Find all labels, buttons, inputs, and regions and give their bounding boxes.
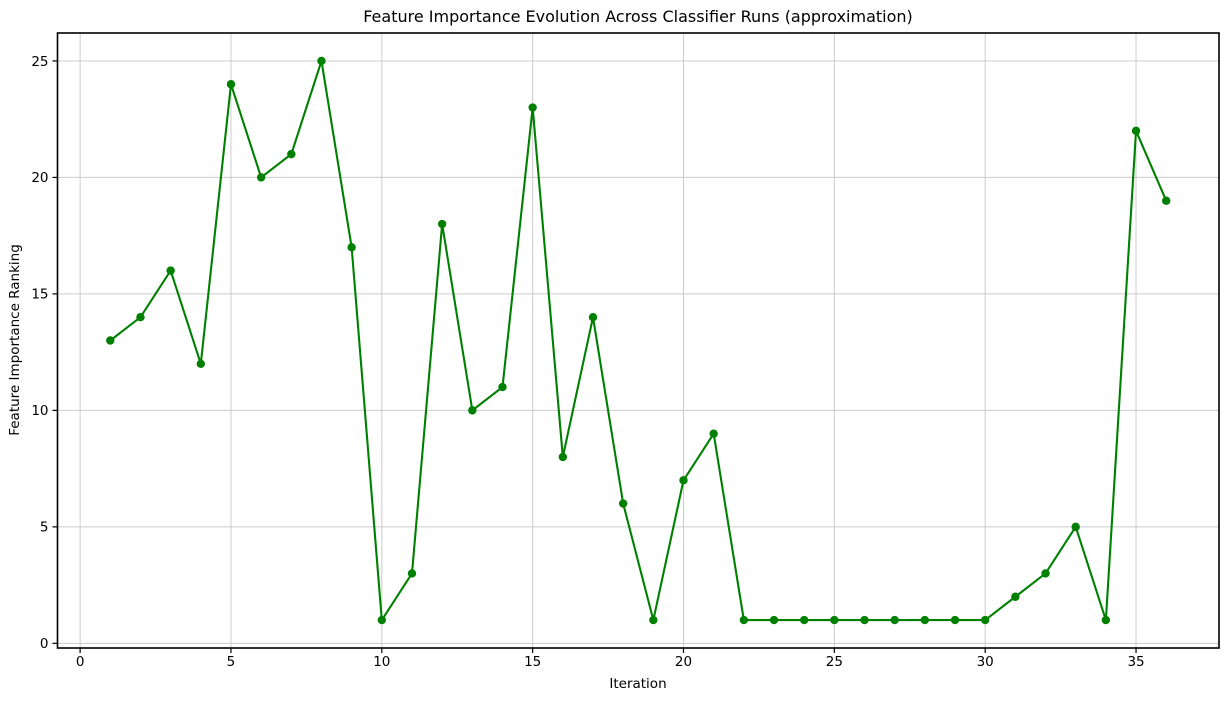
data-point [106, 336, 115, 345]
data-point [709, 429, 718, 438]
x-axis-label: Iteration [609, 676, 667, 692]
data-point [618, 499, 628, 508]
x-tick-label: 35 [1127, 654, 1144, 670]
x-tick-label: 10 [373, 654, 390, 670]
x-tick-label: 0 [76, 654, 85, 670]
x-tick-label: 20 [675, 654, 692, 670]
data-point [588, 313, 598, 322]
y-tick-label: 5 [40, 520, 49, 536]
data-point [830, 615, 839, 625]
series-line [109, 59, 1168, 622]
data-point [860, 615, 869, 625]
y-tick-label: 25 [31, 54, 48, 70]
data-point [347, 243, 356, 252]
data-point [739, 615, 749, 625]
data-point [317, 56, 326, 66]
y-tick-label: 20 [31, 170, 48, 186]
data-point [287, 149, 296, 159]
data-point [1162, 196, 1171, 205]
x-tick-label: 25 [826, 654, 843, 670]
y-tick-label: 15 [31, 287, 48, 303]
data-point [377, 615, 387, 625]
x-tick-label: 30 [977, 654, 994, 670]
data-point [679, 476, 688, 485]
y-tick-label: 0 [40, 636, 49, 652]
data-point [1041, 569, 1050, 578]
data-point [256, 173, 266, 182]
data-point [980, 615, 990, 625]
data-point [196, 359, 206, 368]
data-point [920, 615, 930, 625]
data-point [1131, 126, 1141, 136]
data-point [166, 266, 175, 275]
y-tick-label: 10 [31, 403, 48, 419]
data-point [468, 406, 477, 415]
data-point [649, 615, 658, 625]
plot-border [56, 32, 1220, 649]
data-point [950, 615, 960, 625]
data-point [1101, 615, 1111, 625]
data-point [437, 219, 447, 229]
data-point [558, 452, 568, 462]
data-point [769, 615, 779, 625]
data-point [1071, 522, 1080, 532]
data-point [528, 103, 537, 112]
x-tick-label: 5 [227, 654, 236, 670]
data-point [799, 615, 809, 625]
data-point [1011, 592, 1020, 601]
chart-title: Feature Importance Evolution Across Clas… [363, 7, 913, 26]
data-point [890, 615, 899, 625]
data-point [226, 80, 236, 89]
data-point [498, 382, 507, 392]
x-tick-label: 15 [524, 654, 541, 670]
data-point [407, 569, 417, 578]
data-point [136, 313, 145, 322]
